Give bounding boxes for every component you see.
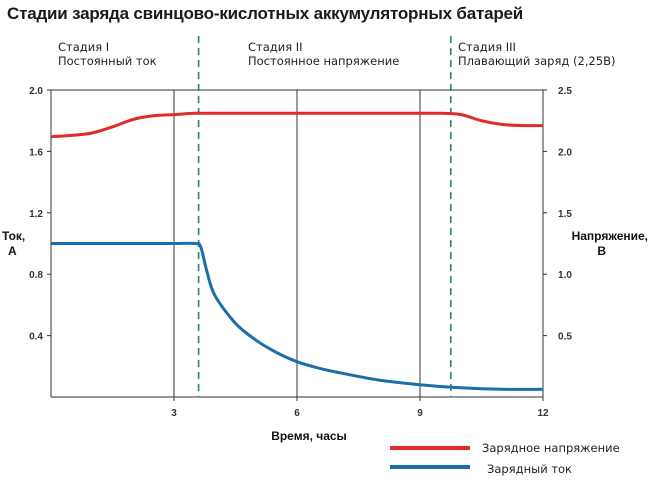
y-left-tick-label: 1.6 <box>29 147 43 158</box>
y-left-label-line1: Ток, <box>2 229 25 243</box>
y-right-label-line1: Напряжение, <box>572 229 648 243</box>
x-tick-label: 3 <box>171 408 177 419</box>
series-lines <box>50 111 544 391</box>
legend: Зарядное напряжение Зарядный ток <box>390 441 620 476</box>
y-right-tick-label: 0.5 <box>558 332 572 343</box>
stage-dividers <box>197 36 452 397</box>
tick-labels: 3 6 9 12 2.0 1.6 1.2 0.8 0.4 2.5 2.0 1.5 1.0 0.5 <box>29 86 572 419</box>
stage-1-desc: Постоянный ток <box>58 54 157 68</box>
y-left-tick-label: 0.4 <box>29 332 43 343</box>
x-axis-label: Время, часы <box>271 429 347 443</box>
y-left-label-line2: А <box>8 244 17 258</box>
gridlines <box>47 89 547 401</box>
voltage-series-line <box>50 111 544 139</box>
y-right-tick-label: 1.5 <box>558 209 572 220</box>
y-right-tick-label: 2.0 <box>558 147 572 158</box>
stage-labels: Стадия I Постоянный ток Стадия II Постоя… <box>58 40 615 68</box>
y-left-tick-label: 2.0 <box>29 86 43 97</box>
legend-current-label: Зарядный ток <box>487 462 572 476</box>
y-right-label-line2: В <box>597 244 606 258</box>
y-left-tick-label: 0.8 <box>29 270 43 281</box>
x-tick-label: 9 <box>417 408 423 419</box>
y-left-tick-label: 1.2 <box>29 209 43 220</box>
stage-2-desc: Постоянное напряжение <box>248 54 399 68</box>
stage-1-label: Стадия I <box>58 40 109 54</box>
y-right-tick-label: 1.0 <box>558 270 572 281</box>
x-tick-label: 6 <box>294 408 300 419</box>
current-series-line <box>50 241 544 391</box>
x-tick-label: 12 <box>537 408 549 419</box>
y-right-tick-label: 2.5 <box>558 86 572 97</box>
stage-2-label: Стадия II <box>248 40 303 54</box>
chart-title: Стадии заряда свинцово-кислотных аккумул… <box>7 4 524 23</box>
stage-3-desc: Плавающий заряд (2,25В) <box>458 54 615 68</box>
legend-voltage-label: Зарядное напряжение <box>482 441 620 455</box>
stage-3-label: Стадия III <box>458 40 516 54</box>
